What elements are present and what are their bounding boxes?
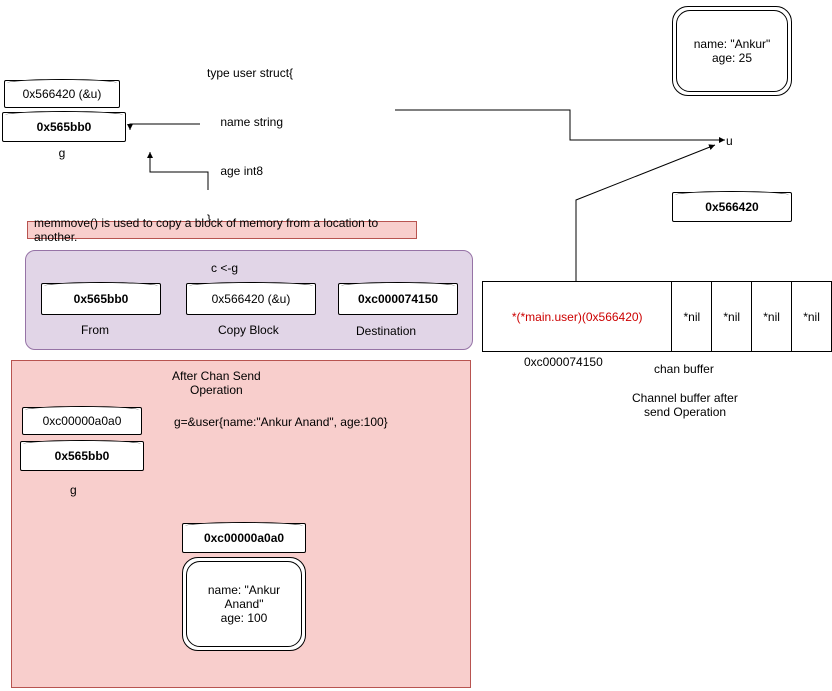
chan-buffer-table: *(*main.user)(0x566420) *nil *nil *nil *… bbox=[482, 281, 832, 352]
dest-label: Destination bbox=[356, 324, 416, 338]
g-pointer-box: 0x566420 (&u) 0x565bb0 g bbox=[2, 80, 122, 160]
after-assignment: g=&user{name:"Ankur Anand", age:100} bbox=[174, 415, 388, 429]
u-addr-cell: 0x566420 bbox=[672, 192, 792, 222]
from-cell: 0x565bb0 bbox=[41, 283, 161, 315]
chan-label1: chan buffer bbox=[654, 362, 714, 376]
copyblock-label: Copy Block bbox=[218, 323, 279, 337]
new-struct-box: name: "Ankur Anand" age: 100 bbox=[182, 557, 306, 651]
memmove-note: memmove() is used to copy a block of mem… bbox=[27, 221, 417, 239]
u-name: name: "Ankur" bbox=[694, 37, 771, 51]
chan-cell-1: *nil bbox=[672, 282, 712, 352]
from-label: From bbox=[81, 323, 109, 337]
memmove-text: memmove() is used to copy a block of mem… bbox=[34, 216, 416, 244]
after-title2: Operation bbox=[190, 383, 243, 397]
new-addr-cell: 0xc00000a0a0 bbox=[182, 523, 306, 553]
chan-cell-2: *nil bbox=[712, 282, 752, 352]
after-title1: After Chan Send bbox=[172, 369, 261, 383]
after-g-lower-value: 0x565bb0 bbox=[55, 449, 110, 463]
from-value: 0x565bb0 bbox=[74, 292, 129, 306]
code-l3: age int8 bbox=[207, 163, 392, 179]
after-g-upper: 0xc00000a0a0 bbox=[22, 407, 142, 435]
chan-cell-3: *nil bbox=[752, 282, 792, 352]
u-label: u bbox=[726, 134, 733, 148]
new-age: age: 100 bbox=[221, 611, 268, 625]
chan-cell-4: *nil bbox=[792, 282, 832, 352]
copy-panel: c <-g 0x565bb0 From 0x566420 (&u) Copy B… bbox=[25, 250, 473, 350]
u-addr: 0x566420 bbox=[705, 200, 758, 214]
g-upper-value: 0x566420 (&u) bbox=[23, 87, 102, 101]
new-name1: name: "Ankur bbox=[208, 583, 280, 597]
new-addr-value: 0xc00000a0a0 bbox=[204, 531, 284, 545]
copy-title: c <-g bbox=[211, 261, 238, 275]
copyblock-value: 0x566420 (&u) bbox=[212, 292, 291, 306]
new-name2: Anand" bbox=[225, 597, 264, 611]
copyblock-cell: 0x566420 (&u) bbox=[186, 283, 316, 315]
code-l2: name string bbox=[207, 114, 392, 130]
g-label: g bbox=[2, 146, 122, 160]
code-l1: type user struct{ bbox=[207, 65, 392, 81]
after-g-upper-value: 0xc00000a0a0 bbox=[43, 414, 122, 428]
g-lower-value: 0x565bb0 bbox=[37, 120, 92, 134]
after-g-lower: 0x565bb0 bbox=[20, 441, 144, 471]
after-g-label: g bbox=[70, 483, 77, 497]
u-age: age: 25 bbox=[712, 51, 752, 65]
chan-cell-0: *(*main.user)(0x566420) bbox=[483, 282, 672, 352]
u-struct-box: name: "Ankur" age: 25 bbox=[672, 6, 792, 96]
after-panel: After Chan Send Operation 0xc00000a0a0 0… bbox=[11, 360, 471, 688]
chan-label3: send Operation bbox=[644, 405, 726, 419]
dest-cell: 0xc000074150 bbox=[338, 283, 458, 315]
g-upper-cell: 0x566420 (&u) bbox=[4, 80, 120, 108]
g-lower-cell: 0x565bb0 bbox=[2, 112, 126, 142]
dest-value: 0xc000074150 bbox=[358, 292, 438, 306]
chan-label2: Channel buffer after bbox=[632, 391, 738, 405]
chan-addr: 0xc000074150 bbox=[524, 355, 603, 369]
